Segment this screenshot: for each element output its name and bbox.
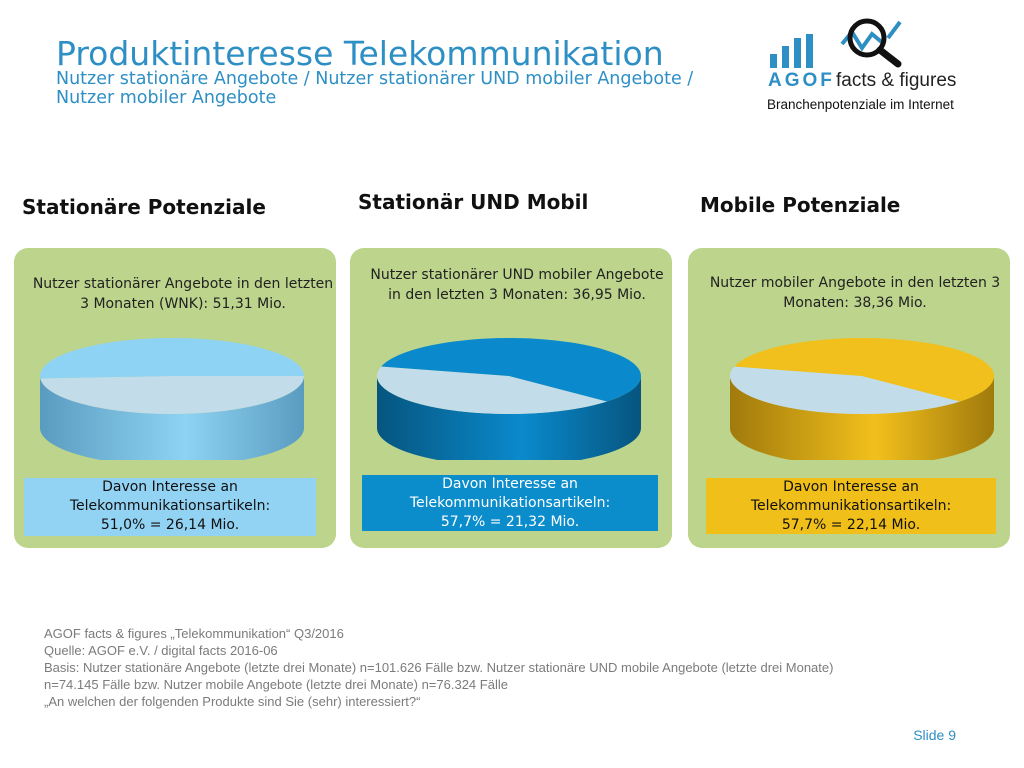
band-stationary-line-1: Davon Interesse an: [102, 479, 238, 495]
pie-side-wall: [730, 376, 994, 460]
source-line-4: n=74.145 Fälle bzw. Nutzer mobile Angebo…: [44, 677, 508, 692]
band-mobile-line-2: Telekommunikationsartikeln:: [750, 498, 952, 514]
pie-slice-interest: [381, 338, 641, 402]
pie-slice-rest: [730, 366, 960, 414]
panel-mobile-description: Nutzer mobiler Angebote in den letzten 3…: [709, 275, 1001, 311]
pie-slice-rest: [40, 376, 305, 415]
band-stationary-line-2: Telekommunikationsartikeln:: [69, 498, 271, 514]
pie-slice-interest: [734, 338, 994, 402]
pie-both: [376, 338, 641, 460]
band-mobile-line-1: Davon Interesse an: [783, 479, 919, 495]
subtitle-line-2: Nutzer mobiler Angebote: [56, 88, 277, 108]
panel-both-description: Nutzer stationärer UND mobiler Angebote …: [370, 267, 664, 303]
agof-logo-icon: [770, 18, 902, 68]
page-subtitle: Nutzer stationäre Angebote / Nutzer stat…: [56, 70, 776, 108]
slide-number: Slide 9: [913, 727, 956, 743]
logo-brand: AGOF: [768, 70, 835, 91]
source-notes: AGOF facts & figures „Telekommunikation“…: [44, 625, 833, 710]
source-line-3: Basis: Nutzer stationäre Angebote (letzt…: [44, 660, 834, 675]
pie-mobile: [730, 338, 994, 460]
panel-stationary-description: Nutzer stationärer Angebote in den letzt…: [32, 276, 334, 312]
pie-stationary: [40, 338, 305, 460]
source-line-1: AGOF facts & figures „Telekommunikation“…: [44, 626, 344, 641]
band-both: Davon Interesse an Telekommunikationsart…: [362, 475, 658, 531]
source-line-5: „An welchen der folgenden Produkte sind …: [44, 694, 421, 709]
page-title: Produktinteresse Telekommunikation: [56, 34, 664, 73]
logo-tagline: Branchenpotenziale im Internet: [767, 97, 954, 112]
pie-slice-rest: [376, 366, 607, 414]
panel-heading-both: Stationär UND Mobil: [358, 190, 589, 214]
band-both-line-2: Telekommunikationsartikeln:: [409, 495, 611, 511]
band-stationary: Davon Interesse an Telekommunikationsart…: [24, 478, 316, 536]
logo-name: facts & figures: [836, 70, 957, 91]
band-mobile: Davon Interesse an Telekommunikationsart…: [706, 478, 996, 534]
panel-heading-mobile: Mobile Potenziale: [700, 193, 901, 217]
pie-side-wall: [377, 376, 641, 460]
band-both-line-1: Davon Interesse an: [442, 476, 578, 492]
pie-slice-interest: [40, 338, 305, 379]
band-both-line-3: 57,7% = 21,32 Mio.: [440, 514, 580, 530]
source-line-2: Quelle: AGOF e.V. / digital facts 2016-0…: [44, 643, 278, 658]
subtitle-line-1: Nutzer stationäre Angebote / Nutzer stat…: [56, 69, 694, 89]
band-stationary-line-3: 51,0% = 26,14 Mio.: [100, 517, 240, 533]
pie-side-wall: [40, 376, 304, 460]
band-mobile-line-3: 57,7% = 22,14 Mio.: [781, 517, 921, 533]
panel-heading-stationary: Stationäre Potenziale: [22, 195, 266, 219]
